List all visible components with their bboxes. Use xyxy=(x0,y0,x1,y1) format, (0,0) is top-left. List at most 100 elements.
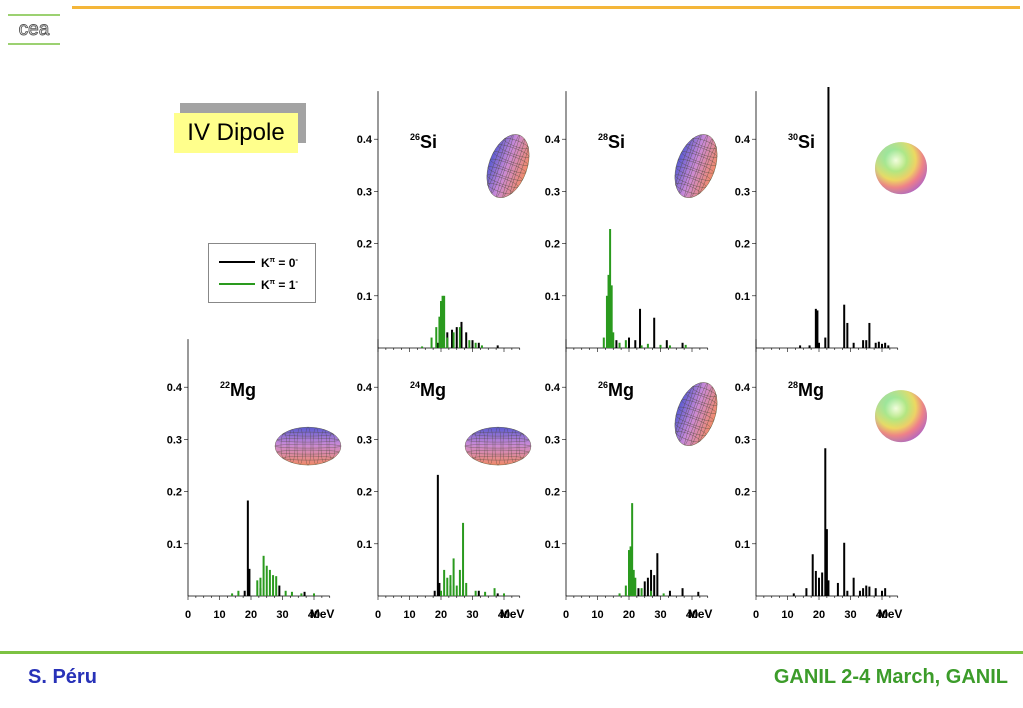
nucleus-label: 28Mg xyxy=(788,380,824,400)
y-tick-label: 0.1 xyxy=(735,291,750,303)
mesh-line xyxy=(675,385,694,435)
y-tick-label: 0.4 xyxy=(545,134,561,146)
mesh-line xyxy=(685,144,718,158)
x-axis-label: MeV xyxy=(310,607,335,621)
x-tick-label: 40 xyxy=(686,609,698,621)
y-tick-label: 0.2 xyxy=(545,239,560,251)
mesh-line xyxy=(510,146,529,195)
svg-text:cea: cea xyxy=(19,19,50,40)
x-tick-label: 40 xyxy=(498,609,510,621)
y-tick-label: 0.4 xyxy=(167,382,183,394)
mesh-line xyxy=(518,432,526,460)
mesh-line xyxy=(503,138,529,149)
nucleus-label: 24Mg xyxy=(410,380,446,400)
mesh-line xyxy=(493,151,529,166)
mesh-line xyxy=(470,432,478,460)
x-tick-label: 10 xyxy=(781,609,793,621)
slide-title: IV Dipole xyxy=(174,113,298,153)
x-tick-label: 20 xyxy=(813,609,825,621)
mesh-line xyxy=(690,138,713,198)
mesh-line xyxy=(674,422,707,436)
mesh-line xyxy=(328,432,336,460)
x-tick-label: 10 xyxy=(213,609,225,621)
x-tick-label: 20 xyxy=(245,609,257,621)
mesh-line xyxy=(494,426,502,466)
x-tick-label: 30 xyxy=(654,609,666,621)
x-tick-label: 40 xyxy=(308,609,320,621)
mesh-line xyxy=(502,138,525,198)
mesh-line xyxy=(472,431,524,437)
x-tick-label: 40 xyxy=(876,609,888,621)
y-tick-label: 0.4 xyxy=(357,382,373,394)
y-tick-label: 0.3 xyxy=(357,434,372,446)
mesh-line xyxy=(478,429,486,463)
y-tick-label: 0.2 xyxy=(357,239,372,251)
sphere-shade xyxy=(875,142,927,195)
prolate-icon xyxy=(274,426,342,466)
mesh-line xyxy=(274,443,342,449)
mesh-line xyxy=(312,427,320,465)
mesh-line xyxy=(282,431,334,437)
y-tick-label: 0.4 xyxy=(735,134,751,146)
chart-panel-26si: 0.1 0.2 0.3 0.4 26Si xyxy=(357,91,530,352)
mesh-line xyxy=(677,406,715,422)
legend-swatch-k0 xyxy=(219,261,255,263)
mesh-line xyxy=(466,449,530,455)
legend-label-k1: Kπ = 1- xyxy=(261,276,299,292)
y-tick-label: 0.3 xyxy=(545,186,560,198)
y-tick-label: 0.3 xyxy=(735,434,750,446)
y-tick-label: 0.4 xyxy=(735,382,751,394)
mesh-line xyxy=(472,455,524,461)
x-tick-label: 0 xyxy=(375,609,381,621)
mesh-line xyxy=(698,146,717,195)
x-tick-label: 30 xyxy=(276,609,288,621)
mesh-line xyxy=(276,437,340,443)
mass-number: 24 xyxy=(410,380,420,390)
mesh-line xyxy=(282,455,334,461)
nucleus-label: 26Mg xyxy=(598,380,634,400)
nucleus-label: 30Si xyxy=(788,132,815,152)
mesh-line xyxy=(280,432,288,460)
cea-logo: cea xyxy=(8,14,60,45)
y-tick-label: 0.3 xyxy=(357,186,372,198)
mesh-line xyxy=(685,392,718,406)
conference-name: GANIL 2-4 March, GANIL xyxy=(773,666,1008,688)
x-axis-label: MeV xyxy=(878,607,903,621)
element-symbol: Mg xyxy=(798,380,824,400)
ellipsoid-body xyxy=(464,426,532,466)
nucleus-label: 22Mg xyxy=(220,380,256,400)
mass-number: 26 xyxy=(598,380,608,390)
x-axis-label: MeV xyxy=(500,607,525,621)
mesh-line xyxy=(487,137,506,187)
mass-number: 26 xyxy=(410,132,420,142)
bottom-rule xyxy=(0,651,1023,654)
mesh-line xyxy=(675,414,711,429)
mesh-line xyxy=(486,427,494,465)
element-symbol: Si xyxy=(608,132,625,152)
top-rule xyxy=(72,6,1020,9)
y-tick-label: 0.2 xyxy=(735,487,750,499)
y-tick-label: 0.2 xyxy=(735,239,750,251)
element-symbol: Mg xyxy=(608,380,634,400)
mesh-line xyxy=(679,134,702,194)
mesh-line xyxy=(698,394,717,443)
prolate-icon xyxy=(674,382,718,446)
mesh-line xyxy=(304,426,312,466)
mass-number: 22 xyxy=(220,380,230,390)
x-tick-label: 10 xyxy=(591,609,603,621)
chart-panel-28si: 0.1 0.2 0.3 0.4 28Si xyxy=(545,91,718,352)
mass-number: 28 xyxy=(598,132,608,142)
y-tick-label: 0.3 xyxy=(167,434,182,446)
mesh-line xyxy=(675,183,701,195)
mesh-line xyxy=(675,137,694,187)
nucleus-label: 28Si xyxy=(598,132,625,152)
x-tick-label: 0 xyxy=(185,609,191,621)
mesh-line xyxy=(502,427,510,465)
mesh-line xyxy=(276,449,340,455)
element-symbol: Mg xyxy=(230,380,256,400)
y-tick-label: 0.4 xyxy=(545,382,561,394)
ellipsoid-body xyxy=(674,134,718,198)
